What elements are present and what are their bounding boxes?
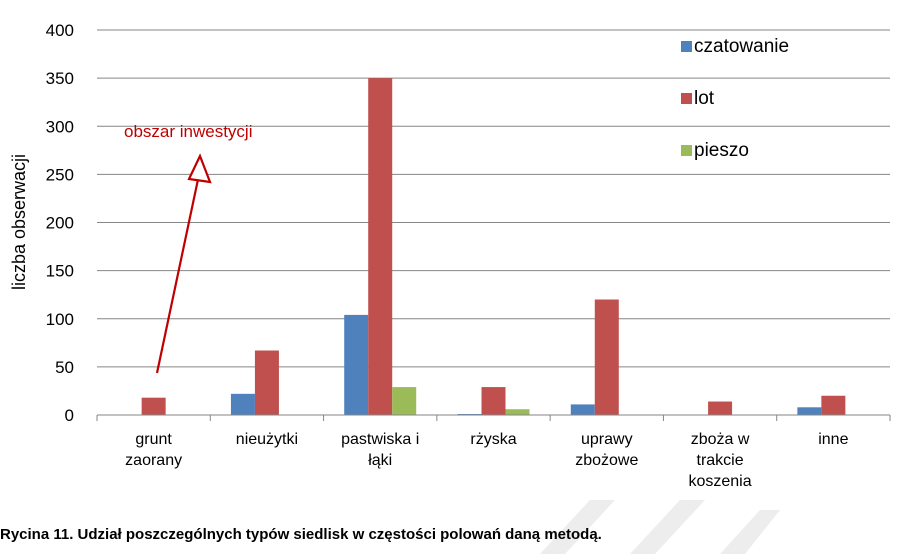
legend: czatowanie lot pieszo [681, 36, 789, 161]
bar-lot [594, 299, 619, 415]
annotation-label: obszar inwestycji [124, 122, 253, 141]
x-category-label: rżyska [470, 431, 516, 448]
y-axis-ticks: 0 50 100 150 200 250 300 350 400 [46, 21, 74, 425]
bar-lot [141, 397, 166, 415]
bar-czatowanie [797, 407, 822, 415]
bar-czatowanie [570, 404, 595, 415]
gridlines [97, 29, 890, 368]
legend-label: lot [694, 88, 715, 109]
y-tick-label: 400 [46, 21, 74, 40]
x-axis-tick-marks [96, 415, 891, 421]
annotation-arrowhead [187, 153, 212, 184]
y-tick-label: 250 [46, 165, 74, 184]
figure-caption: Rycina 11. Udział poszczególnych typów s… [0, 526, 602, 543]
bar-lot [708, 401, 733, 415]
bar-lot [481, 387, 506, 415]
x-category-label: koszenia [688, 473, 751, 490]
legend-swatch-pieszo [681, 145, 692, 156]
bar-pieszo [392, 387, 417, 415]
bar-lot [821, 395, 846, 415]
bar-lot [368, 78, 393, 415]
x-category-label: nieużytki [236, 431, 298, 448]
bars [141, 78, 846, 415]
legend-swatch-czatowanie [681, 41, 692, 52]
y-tick-label: 150 [46, 262, 74, 281]
bar-lot [254, 350, 279, 415]
y-tick-label: 100 [46, 310, 74, 329]
bar-czatowanie [230, 393, 255, 415]
legend-label: czatowanie [694, 36, 789, 57]
x-category-label: inne [818, 431, 848, 448]
y-tick-label: 300 [46, 117, 74, 136]
y-tick-label: 0 [65, 406, 74, 425]
y-tick-label: 350 [46, 69, 74, 88]
x-category-label: grunt [135, 431, 172, 448]
bar-chart: 0 50 100 150 200 250 300 350 400 grunt zaorany nie… [9, 21, 891, 490]
x-category-label: łąki [368, 452, 392, 469]
bar-pieszo [505, 409, 530, 415]
y-tick-label: 50 [55, 358, 74, 377]
x-category-label: trakcie [697, 452, 744, 469]
x-category-label: pastwiska i [341, 431, 419, 448]
legend-label: pieszo [694, 140, 749, 161]
y-tick-label: 200 [46, 214, 74, 233]
x-category-label: zaorany [125, 452, 182, 469]
y-axis-label: liczba obserwacji [9, 154, 29, 290]
annotation-arrow-line [155, 169, 202, 374]
x-category-label: zboża w [691, 431, 750, 448]
x-category-label: zbożowe [575, 452, 638, 469]
watermark-decoration [540, 500, 780, 554]
x-category-label: uprawy [581, 431, 633, 448]
legend-swatch-lot [681, 93, 692, 104]
x-axis-category-labels: grunt zaorany nieużytki pastwiska i łąki rżys… [125, 431, 848, 490]
annotation: obszar inwestycji [124, 122, 253, 374]
bar-czatowanie [344, 314, 369, 415]
